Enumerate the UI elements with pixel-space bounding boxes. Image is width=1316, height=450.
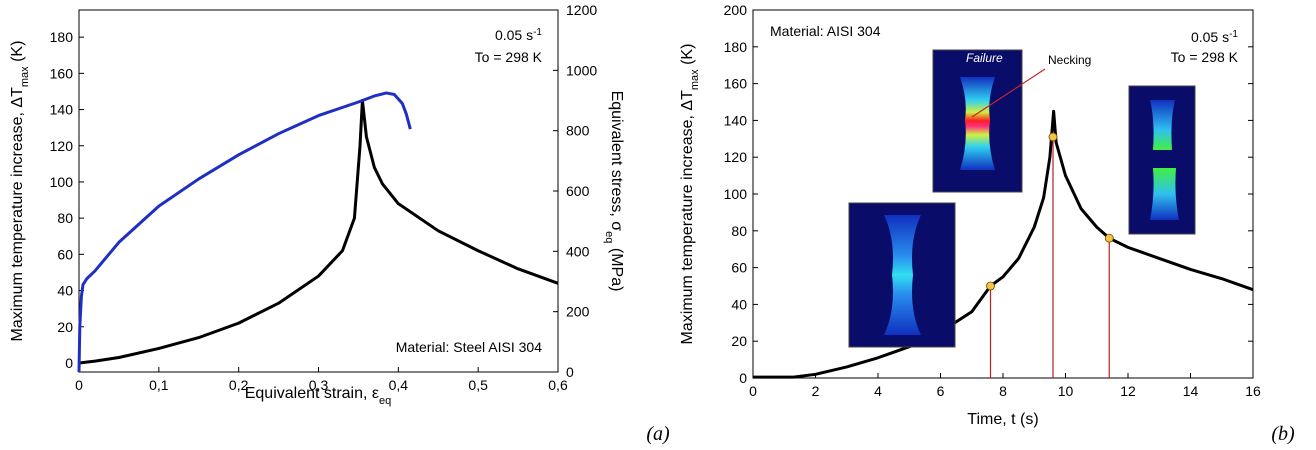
y-tick-label: 40 [731, 296, 747, 312]
y2-tick-label: 0 [566, 364, 574, 380]
y2-tick-label: 1200 [566, 2, 597, 18]
rate-exponent: -1 [533, 27, 542, 38]
x-tick-label: 2 [812, 383, 820, 399]
x-tick-label: 6 [937, 383, 945, 399]
x-tick-label: 4 [874, 383, 882, 399]
x-tick-label: 0,1 [149, 377, 169, 393]
panel-label: (a) [646, 423, 670, 445]
x-tick-label: 0 [75, 377, 83, 393]
series-line [78, 99, 559, 365]
y2-tick-label: 1000 [566, 62, 597, 78]
x-tick-label: 10 [1058, 383, 1074, 399]
rate-annotation: 0.05 s-1 [495, 27, 542, 44]
y-tick-label: 80 [731, 223, 747, 239]
specimen-upper [1150, 100, 1175, 150]
y-tick-label: 0 [65, 355, 73, 371]
material-annotation: Material: AISI 304 [770, 23, 881, 39]
x-tick-label: 0,6 [548, 377, 568, 393]
failure-label: Failure [966, 51, 1003, 65]
y-tick-label: 140 [724, 112, 748, 128]
marker [986, 281, 995, 291]
y2-tick-label: 400 [566, 243, 590, 259]
y-tick-label: 20 [57, 319, 73, 335]
y-tick-label: 60 [57, 246, 73, 262]
axis-label-text: Time, t (s) [967, 411, 1038, 428]
specimen [960, 77, 995, 170]
axis-label: Maximum temperature increase, ΔTmax (K) [679, 44, 701, 345]
x-tick-label: 0,4 [389, 377, 409, 393]
axis-label-tail: (K) [679, 44, 696, 70]
y2-tick-label: 600 [566, 183, 590, 199]
x-tick-label: 12 [1120, 383, 1136, 399]
specimen-lower [1150, 168, 1179, 220]
x-tick-label: 0,5 [468, 377, 488, 393]
thermal-images: Failure Necking [848, 49, 1196, 348]
y-tick-label: 200 [724, 2, 748, 18]
panel-label: (b) [1271, 423, 1295, 445]
specimen [884, 215, 921, 335]
y-tick-label: 0 [739, 370, 747, 386]
x-tick-label: 16 [1245, 383, 1261, 399]
axis-label-tail: (MPa) [608, 243, 625, 291]
x-tick-label: 0,3 [309, 377, 329, 393]
series-line [77, 91, 412, 373]
material-annotation: Material: Steel AISI 304 [396, 339, 543, 355]
y2-tick-label: 800 [566, 123, 590, 139]
thermal-image: Failure [932, 49, 1023, 193]
x-tick-label: 0 [749, 383, 757, 399]
rate-annotation: 0.05 s-1 [1191, 29, 1238, 46]
thermal-image [1128, 85, 1196, 235]
y-tick-label: 20 [731, 333, 747, 349]
axis-label: Equivalent stress, σeq (MPa) [603, 91, 625, 292]
y-tick-label: 80 [57, 210, 73, 226]
y-tick-label: 100 [50, 174, 74, 190]
axis-label: Time, t (s) [967, 411, 1038, 428]
y-tick-label: 120 [724, 149, 748, 165]
rate-exponent: -1 [1229, 29, 1238, 40]
series-line [753, 109, 1254, 379]
y-tick-label: 180 [50, 29, 74, 45]
marker [1104, 233, 1114, 243]
axis-label-text: Equivalent stress, σ [608, 91, 625, 232]
axis-label: Maximum temperature increase, ΔTmax (K) [9, 41, 31, 342]
y-tick-label: 100 [724, 186, 748, 202]
y-tick-label: 40 [57, 283, 73, 299]
axis-label-tail: (K) [9, 41, 26, 67]
axis-label: Equivalent strain, εeq [245, 385, 392, 407]
y-tick-label: 140 [50, 102, 74, 118]
x-tick-label: 14 [1183, 383, 1199, 399]
axis-label-sub: max [689, 69, 701, 90]
y-tick-label: 180 [724, 39, 748, 55]
axis-label-sub: max [19, 66, 31, 87]
y-tick-label: 60 [731, 260, 747, 276]
y2-tick-label: 200 [566, 304, 590, 320]
necking-label: Necking [1048, 53, 1091, 67]
x-tick-label: 8 [999, 383, 1007, 399]
marker [1048, 132, 1058, 142]
axis-label-text: Maximum temperature increase, ΔT [9, 87, 26, 342]
axis-label-sub: eq [379, 395, 391, 407]
rate-text: 0.05 s [1191, 29, 1229, 45]
y-tick-label: 120 [50, 138, 74, 154]
necking-pointer [971, 68, 1046, 118]
axis-label-sub: eq [603, 231, 615, 243]
axis-label-text: Maximum temperature increase, ΔT [679, 90, 696, 345]
initial-temperature: To = 298 K [1171, 49, 1239, 65]
rate-text: 0.05 s [495, 27, 533, 43]
x-tick-label: 0,2 [229, 377, 249, 393]
initial-temperature: To = 298 K [475, 49, 543, 65]
y-tick-label: 160 [50, 65, 74, 81]
thermal-image [848, 202, 956, 348]
axis-label-text: Equivalent strain, ε [245, 385, 379, 402]
y-tick-label: 160 [724, 76, 748, 92]
